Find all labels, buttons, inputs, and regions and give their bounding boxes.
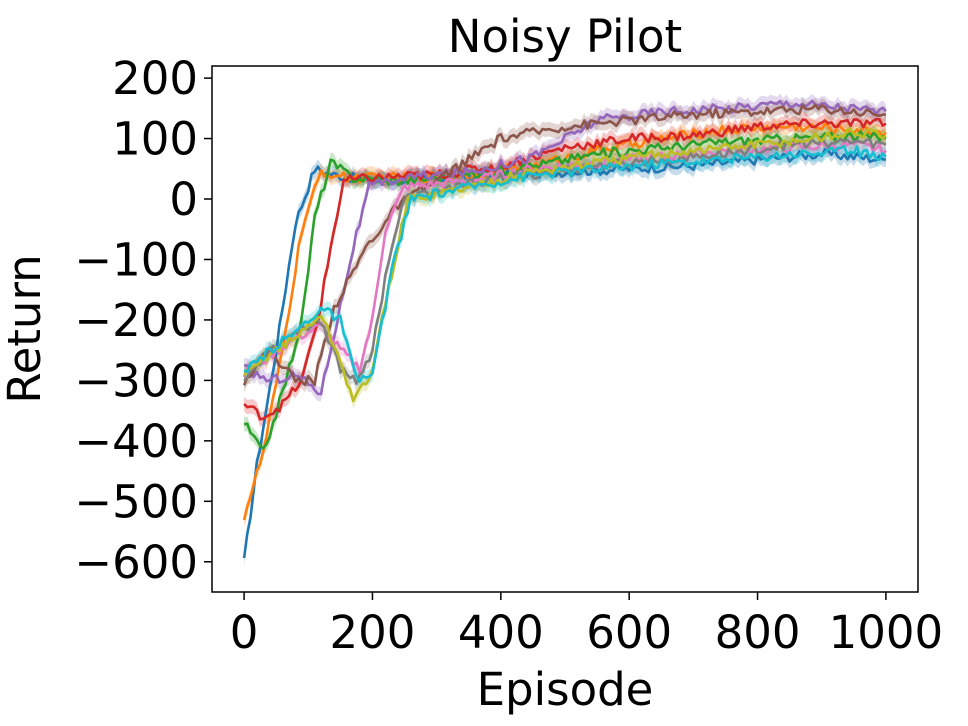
x-tick-label: 200 [330,606,416,659]
x-tick-label: 800 [715,606,801,659]
plot-area-frame [211,65,919,593]
y-tick-label: −100 [74,233,198,286]
series-line-9 [242,128,887,403]
y-tick-label: 0 [169,173,198,226]
y-tick-label: −400 [74,415,198,468]
series-lines [242,99,887,559]
series-line-6 [242,103,887,387]
y-tick-label: −300 [74,354,198,407]
y-tick-label: 100 [112,113,198,166]
x-tick-label: 400 [458,606,544,659]
series-band-6 [244,97,886,393]
y-tick-label: 200 [112,52,198,105]
y-tick-label: −500 [74,475,198,528]
x-axis-ticks: 0 200 400 600 800 1000 [230,592,943,659]
x-tick-label: 0 [230,606,259,659]
y-tick-label: −200 [74,294,198,347]
series-line-5 [244,99,887,396]
series-line-4 [243,117,887,421]
x-tick-label: 600 [586,606,672,659]
series-line-10 [243,145,887,384]
x-axis-title: Episode [477,663,654,716]
y-axis-ticks: 200 100 0 −100 −200 −300 −400 −500 −600 [74,52,212,589]
x-tick-label: 1000 [829,606,944,659]
y-tick-label: −600 [74,536,198,589]
chart-title: Noisy Pilot [448,10,682,63]
y-axis-title: Return [0,254,51,403]
